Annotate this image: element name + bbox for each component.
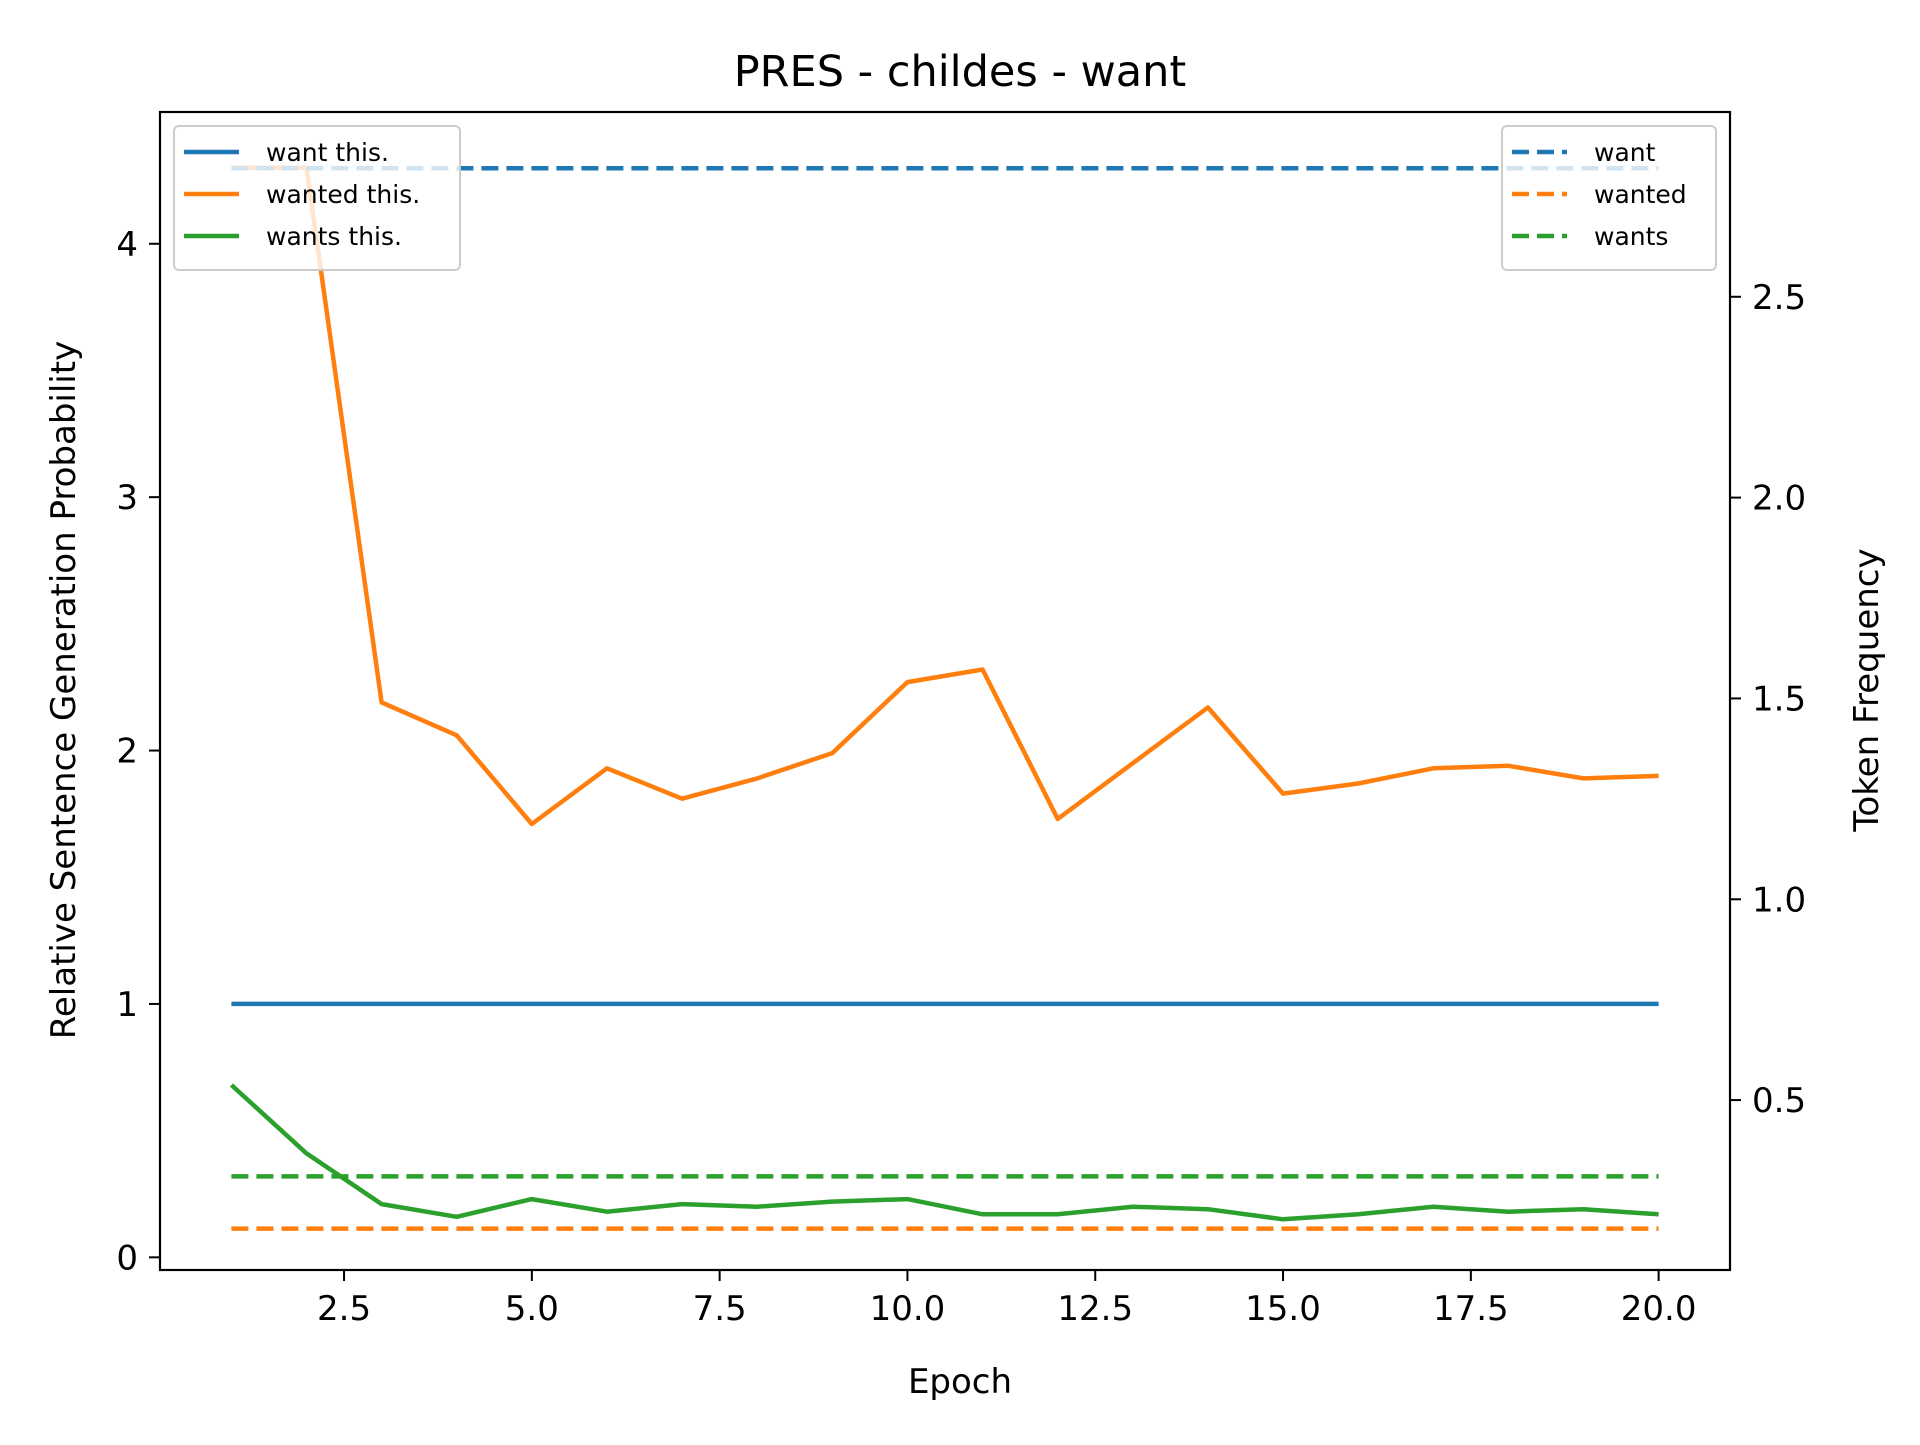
chart-title: PRES - childes - want [734, 47, 1187, 97]
legend-left-label-0: want this. [266, 138, 389, 167]
x-tick-label-4: 12.5 [1057, 1289, 1133, 1329]
y-tick-label-3: 3 [116, 478, 138, 518]
y-tick-label-1: 1 [116, 985, 138, 1025]
series-layer [229, 165, 1659, 1231]
x-tick-label-6: 17.5 [1433, 1289, 1509, 1329]
y-tick-label-2: 2 [116, 732, 138, 772]
y2-tick-label-4: 2.5 [1752, 278, 1806, 318]
x-tick-label-5: 15.0 [1245, 1289, 1321, 1329]
y2-tick-label-0: 0.5 [1752, 1081, 1806, 1121]
series-line-1 [231, 165, 1659, 827]
y2-axis-title: Token Frequency [1847, 548, 1887, 832]
legend-left-frame [173, 125, 461, 271]
axes-layer: 2.5 5.0 7.5 10.0 12.5 15.0 17.5 20.0 0 1 2 3 4 0.5 1.0… [116, 110, 1806, 1329]
x-tick-label-0: 2.5 [317, 1289, 371, 1329]
legend-left: want this. wanted this. wants this. [173, 125, 461, 271]
plot-frame [158, 110, 1732, 1272]
x-tick-label-7: 20.0 [1621, 1289, 1697, 1329]
series-line-2 [229, 1083, 1659, 1222]
y-tick-label-4: 4 [116, 225, 138, 265]
legend-left-label-2: wants this. [266, 222, 402, 251]
legend-left-label-1: wanted this. [266, 180, 420, 209]
y-tick-label-0: 0 [116, 1238, 138, 1278]
legend-right-label-1: wanted [1594, 180, 1687, 209]
legend-right: want wanted wants [1501, 125, 1717, 271]
x-tick-label-3: 10.0 [870, 1289, 946, 1329]
y2-tick-label-1: 1.0 [1752, 880, 1806, 920]
y2-tick-label-2: 1.5 [1752, 679, 1806, 719]
legend-right-label-2: wants [1594, 222, 1668, 251]
x-axis-title: Epoch [908, 1362, 1012, 1402]
legend-right-frame [1501, 125, 1717, 271]
x-tick-label-1: 5.0 [505, 1289, 559, 1329]
y2-tick-label-3: 2.0 [1752, 479, 1806, 519]
legend-right-label-0: want [1594, 138, 1656, 167]
x-tick-label-2: 7.5 [693, 1289, 747, 1329]
y-axis-title: Relative Sentence Generation Probability [44, 341, 84, 1039]
